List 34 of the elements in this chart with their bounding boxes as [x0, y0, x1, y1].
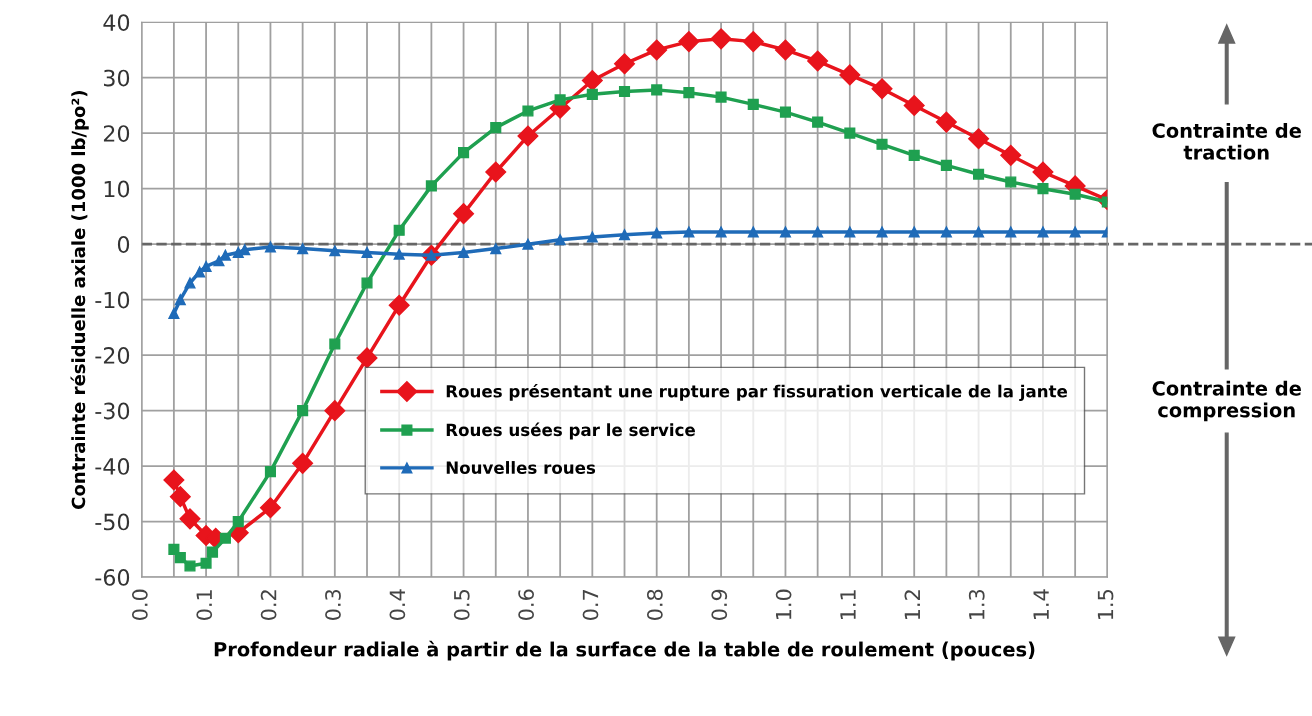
x-tick-label: 0.0	[131, 589, 148, 620]
text: Contrainte de traction	[1152, 122, 1301, 160]
x-tick-label: 1.2	[904, 590, 920, 620]
x-tick-label: 0.2	[260, 590, 277, 620]
x-tick-label: 0.5	[453, 590, 470, 620]
x-tick-label: 0.8	[646, 589, 663, 620]
x-tick-label: 1.5	[1097, 590, 1114, 620]
x-tick-label: 1.1	[840, 590, 856, 620]
text: Contrainte de compression	[1152, 380, 1301, 422]
x-tick-label: 1.4	[1033, 589, 1049, 620]
legend-label: Nouvelles roues	[446, 461, 596, 474]
y-tick-label: 30	[104, 69, 130, 87]
y-tick-label: -60	[95, 569, 130, 586]
y-tick-label: 10	[104, 180, 130, 198]
x-tick-label: 1.0	[775, 589, 792, 620]
x-tick-label: 0.7	[582, 589, 599, 620]
y-tick-label: -30	[95, 402, 130, 420]
x-tick-label: 0.9	[711, 589, 728, 620]
y-tick-label: 40	[103, 14, 130, 31]
y-tick-label: 20	[103, 125, 130, 142]
y-axis-title: Contrainte résiduelle axiale (1000 lb/po²)	[70, 91, 89, 509]
y-tick-label: -20	[95, 347, 130, 364]
y-tick-label: -50	[95, 513, 130, 531]
x-tick-label: 0.6	[518, 589, 534, 620]
x-tick-label: 0.3	[325, 589, 341, 620]
y-tick-label: -10	[95, 291, 130, 309]
x-axis-title: Profondeur radiale à partir de la surface de la table de roulement (pouces)	[214, 640, 1035, 661]
x-tick-label: 0.4	[389, 589, 406, 620]
x-tick-label: 1.3	[968, 589, 985, 620]
y-tick-label: -40	[95, 458, 130, 475]
legend-label: Roues présentant une rupture par fissuration verticale de la jante	[446, 384, 1068, 401]
x-tick-label: 0.1	[196, 590, 213, 620]
legend-label: Roues usées par le service	[446, 422, 695, 440]
y-tick-label: 0	[117, 236, 130, 253]
